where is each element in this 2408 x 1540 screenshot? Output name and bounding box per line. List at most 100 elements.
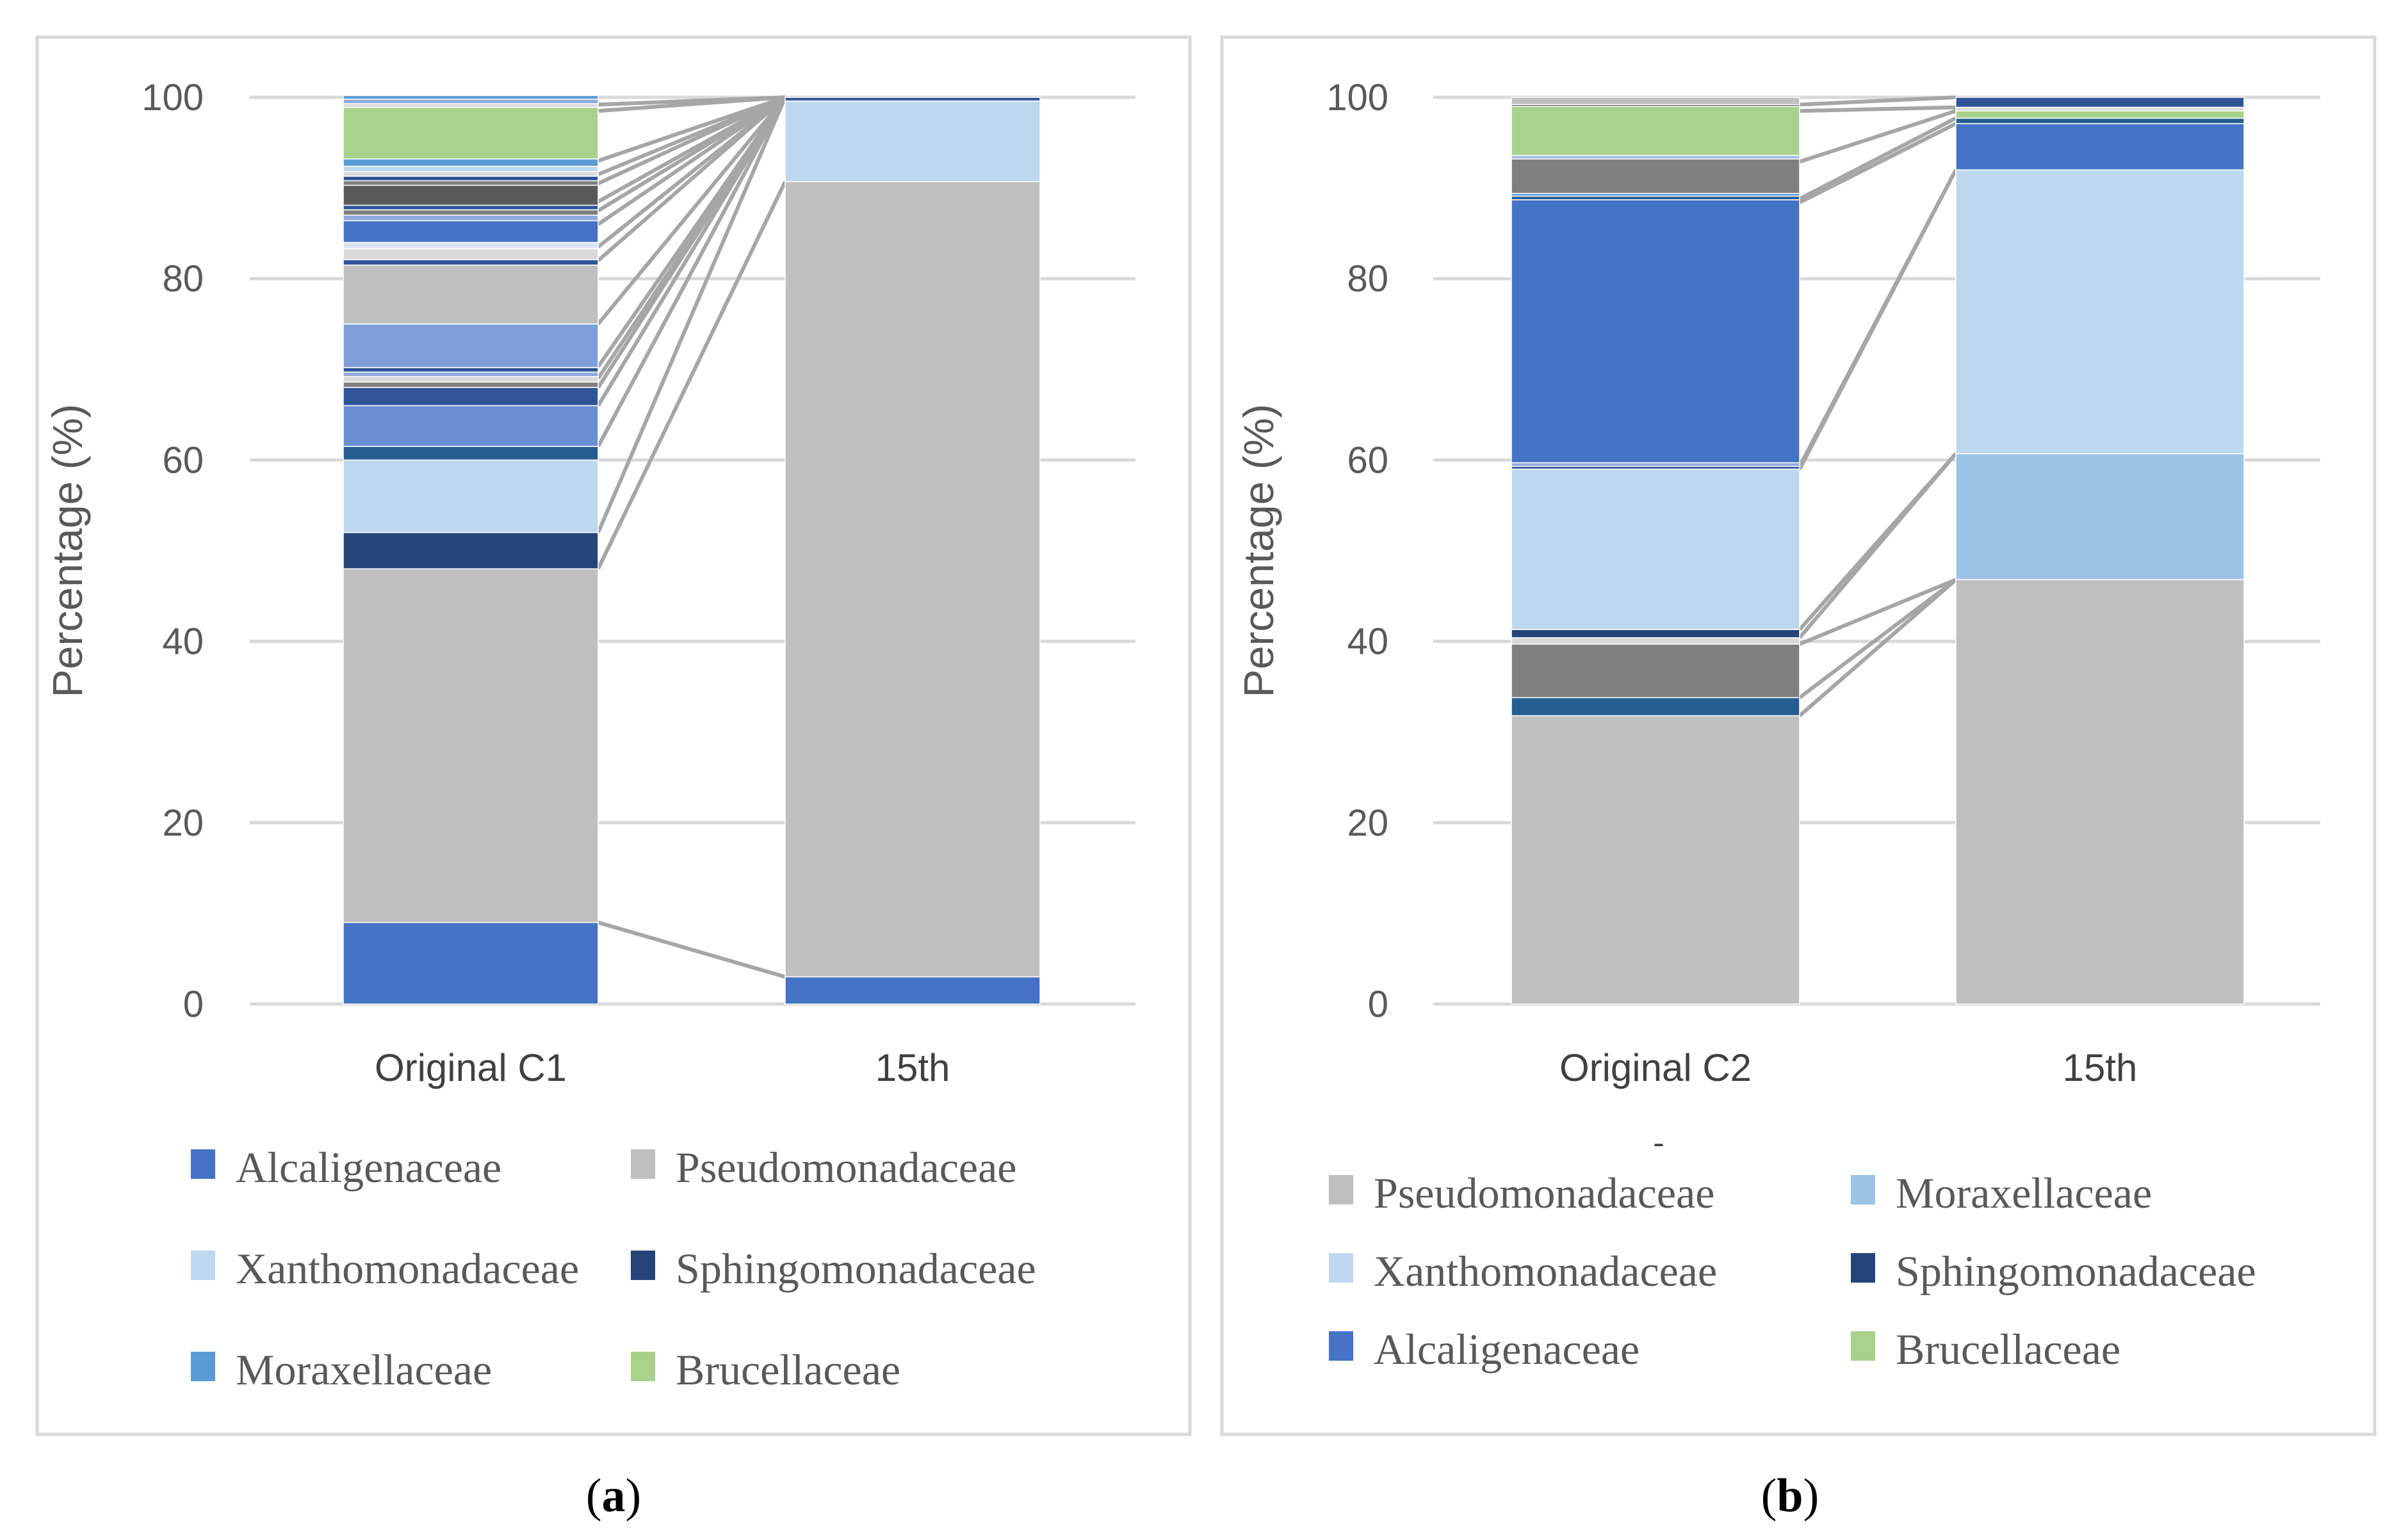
bar-segment-pseudomonadaceae: [1955, 579, 2245, 1005]
series-connector-line: [598, 95, 786, 163]
y-tick-label: 40: [162, 621, 204, 663]
bar-segment-xanthomonadaceae: [343, 459, 599, 533]
series-connector-line: [1798, 578, 1957, 699]
bar-segment-minor: [343, 209, 599, 216]
bar-segment-sphingomonadaceae: [343, 531, 599, 570]
bar-segment-minor: [1955, 110, 2245, 119]
series-connector-line: [1799, 109, 1956, 164]
series-connector-line: [1799, 95, 1956, 107]
legend-label: Sphingomonadaceae: [1896, 1247, 2256, 1295]
bar-segment-alcaligenaceae: [1511, 199, 1800, 464]
bar-segment-minor: [343, 99, 599, 104]
bar-segment-minor: [343, 387, 599, 407]
bar-segment-sphingomonadaceae: [1511, 629, 1800, 638]
y-tick-label: 0: [1368, 984, 1388, 1025]
bar-segment-xanthomonadaceae: [1511, 468, 1800, 630]
legend-swatch: [631, 1149, 655, 1179]
bar-segment-minor: [343, 241, 599, 250]
panel-a: 0 20 40 60 80 100 Percentage (%) Original C1 15t…: [35, 35, 1192, 1522]
legend-swatch: [191, 1251, 215, 1280]
bar-segment-minor: [343, 158, 599, 167]
legend-label: Moraxellaceae: [236, 1345, 492, 1394]
legend-swatch: [1851, 1175, 1875, 1204]
category-label: Original C2: [1559, 1046, 1752, 1089]
bar-segment-minor: [343, 171, 599, 177]
series-connector-line: [1798, 578, 1957, 646]
category-label: 15th: [875, 1046, 950, 1089]
bar-segment-minor: [1511, 154, 1800, 160]
bar-segment-brucellaceae: [343, 106, 599, 160]
bar-segment-sphingomonadaceae: [1955, 97, 2245, 108]
legend-label: Alcaligenaceae: [236, 1143, 501, 1192]
bar-segment-pseudomonadaceae: [785, 181, 1041, 978]
bar-segment-minor: [1511, 697, 1800, 717]
legend-label: Moraxellaceae: [1896, 1169, 2152, 1217]
legend-swatch: [1851, 1331, 1875, 1361]
panel-label: (b): [1761, 1470, 1819, 1522]
bar-segment-minor: [343, 248, 599, 261]
bar-segment-minor: [343, 165, 599, 172]
panel-label-letter: b: [1777, 1470, 1803, 1522]
y-tick-label: 20: [1347, 802, 1388, 844]
legend-label: Pseudomonadaceae: [676, 1143, 1016, 1192]
legend-swatch: [191, 1352, 215, 1381]
series-connector-line: [1798, 122, 1957, 204]
series-connector-line: [596, 96, 787, 533]
legend-swatch: [1329, 1331, 1353, 1361]
panel-label-open: (: [586, 1470, 602, 1522]
y-axis-label: Percentage (%): [1235, 404, 1282, 698]
legend-title: -: [1654, 1124, 1664, 1160]
y-tick-label: 60: [1347, 439, 1388, 481]
bar-segment-xanthomonadaceae: [1955, 169, 2245, 455]
bar-segment-brucellaceae: [1511, 106, 1800, 156]
category-label: 15th: [2063, 1046, 2138, 1089]
bar-segment-minor: [1955, 106, 2245, 111]
bar-segment-minor: [343, 220, 599, 243]
bar-segment-minor: [1955, 117, 2245, 124]
legend-label: Brucellaceae: [676, 1345, 900, 1394]
category-label: Original C1: [375, 1046, 567, 1089]
series-connector-line: [597, 95, 786, 177]
series-connector-line: [1798, 452, 1958, 631]
bar-segment-alcaligenaceae: [343, 921, 599, 1005]
bar-segment-pseudomonadaceae: [1511, 715, 1800, 1005]
legend-swatch: [191, 1149, 215, 1179]
bar-segment-minor: [343, 259, 599, 266]
panel-label-open: (: [1761, 1470, 1777, 1522]
bar-segment-sphingomonadaceae: [785, 97, 1041, 102]
series-connector-line: [596, 96, 787, 325]
bar-segment-minor: [343, 215, 599, 222]
legend-label: Alcaligenaceae: [1374, 1325, 1639, 1374]
y-tick-label: 20: [162, 802, 204, 844]
legend-label: Xanthomonadaceae: [1374, 1247, 1717, 1295]
y-tick-label: 60: [162, 439, 204, 481]
legend-label: Xanthomonadaceae: [236, 1244, 579, 1293]
panel-label: (a): [586, 1470, 641, 1522]
bar-segment-minor: [1511, 637, 1800, 645]
y-tick-label: 100: [1326, 77, 1388, 118]
bar-segment-minor: [343, 180, 599, 186]
bar-segment-minor: [1511, 644, 1800, 699]
bar-segment-minor: [1511, 97, 1800, 106]
y-axis-label: Percentage (%): [44, 404, 91, 698]
series-connector-line: [598, 95, 786, 107]
y-tick-label: 0: [183, 984, 204, 1025]
y-tick-label: 80: [1347, 258, 1388, 300]
bar-segment-minor: [343, 405, 599, 447]
series-connector-line: [598, 920, 786, 979]
bar-segment-minor: [343, 381, 599, 388]
bar-segment-minor: [343, 204, 599, 211]
bar-segment-minor: [343, 371, 599, 377]
bar-segment-pseudomonadaceae: [343, 568, 599, 923]
series-connector-line: [596, 96, 787, 368]
bar-segment-minor: [1511, 462, 1800, 467]
y-tick-label: 80: [162, 258, 204, 300]
series-connector-line: [1798, 168, 1958, 467]
bar-segment-minor: [343, 175, 599, 182]
series-connector-line: [597, 95, 786, 226]
bar-segment-minor: [343, 184, 599, 206]
bar-segment-minor: [1511, 158, 1800, 194]
bar-segment-minor: [343, 95, 599, 100]
